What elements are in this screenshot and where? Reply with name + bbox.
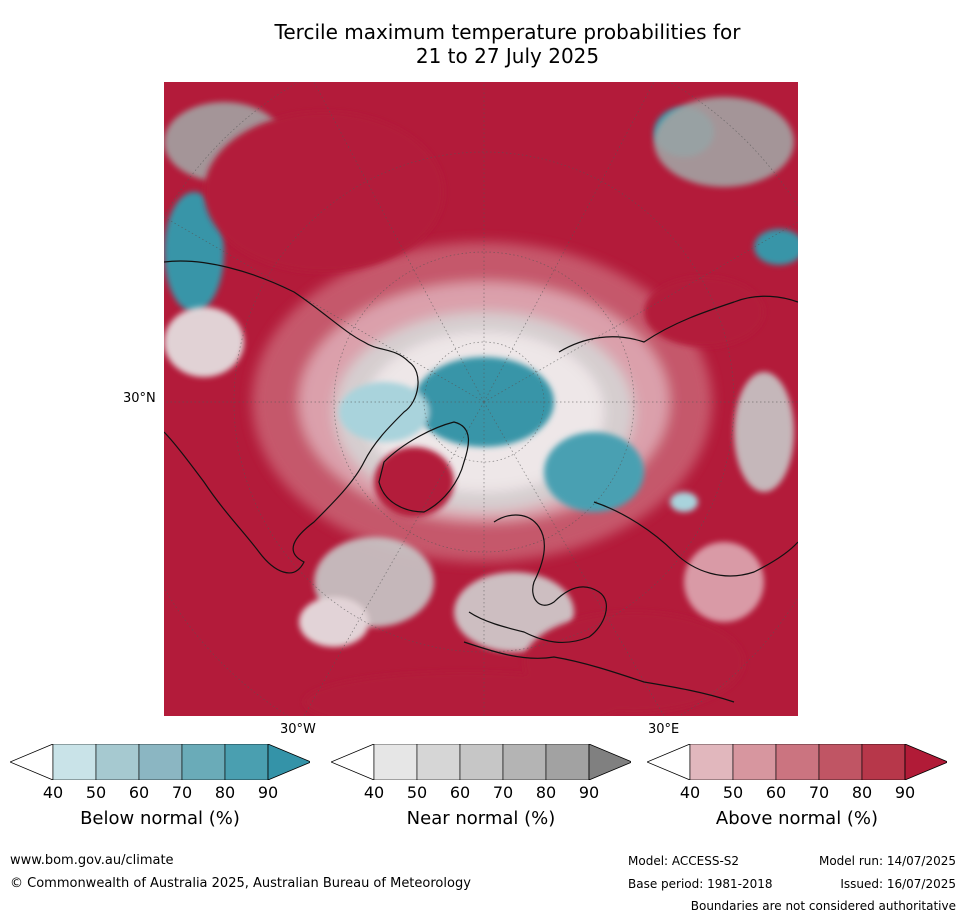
colorbar-near-bin-60 xyxy=(459,744,504,780)
footer-website: www.bom.gov.au/climate xyxy=(10,853,174,868)
colorbar-near-bin-80 xyxy=(545,744,590,780)
map-title: Tercile maximum temperature probabilitie… xyxy=(160,20,855,68)
region-near-europe xyxy=(454,572,574,652)
colorbar-above-extend-low xyxy=(647,744,691,780)
legend-below-tick-60: 60 xyxy=(128,783,150,802)
footer-model-run: Model run: 14/07/2025 xyxy=(818,854,956,868)
footer-disclaimer: Boundaries are not considered authoritat… xyxy=(690,899,956,913)
legend-near-tick-40: 40 xyxy=(363,783,385,802)
coastline-mediterranean xyxy=(463,641,735,703)
legend-above-tick-70: 70 xyxy=(808,783,830,802)
title-line-2: 21 to 27 July 2025 xyxy=(415,44,600,68)
probability-map xyxy=(164,82,798,716)
colorbar-near-bin-50 xyxy=(416,744,461,780)
legend-below-tick-40: 40 xyxy=(42,783,64,802)
region-above-pacific xyxy=(204,112,444,272)
legend-below-tick-80: 80 xyxy=(214,783,236,802)
legend-near-tick-50: 50 xyxy=(406,783,428,802)
region-above-africa xyxy=(304,672,624,716)
legend-near-normal xyxy=(331,744,631,780)
colorbar-near-extend-low xyxy=(331,744,375,780)
colorbar-near-extend-high xyxy=(588,744,631,780)
colorbar-near-bin-40 xyxy=(373,744,418,780)
lon-label-30e: 30°E xyxy=(648,722,680,737)
colorbar-above xyxy=(647,744,947,780)
legend-above-tick-80: 80 xyxy=(851,783,873,802)
region-near-right xyxy=(734,372,794,492)
legend-above-tick-90: 90 xyxy=(894,783,916,802)
footer-model: Model: ACCESS-S2 xyxy=(628,854,740,868)
legend-below-tick-70: 70 xyxy=(171,783,193,802)
colorbar-above-extend-high xyxy=(904,744,947,780)
region-near-atlantic-2 xyxy=(299,597,369,647)
colorbar-above-bin-60 xyxy=(775,744,820,780)
colorbar-above-bin-40 xyxy=(689,744,734,780)
colorbar-above-bin-50 xyxy=(732,744,777,780)
legend-above-tick-50: 50 xyxy=(722,783,744,802)
colorbar-below-bin-70 xyxy=(181,744,226,780)
colorbar-below xyxy=(10,744,310,780)
lat-label-30n: 30°N xyxy=(123,391,156,406)
legend-near-tick-80: 80 xyxy=(535,783,557,802)
colorbar-below-extend-low xyxy=(10,744,54,780)
colorbar-above-bin-70 xyxy=(818,744,863,780)
region-near-topright xyxy=(654,97,794,187)
colorbar-near xyxy=(331,744,631,780)
colorbar-below-extend-high xyxy=(267,744,310,780)
legend-near-tick-90: 90 xyxy=(578,783,600,802)
region-near-left xyxy=(164,307,244,377)
legend-below-normal xyxy=(10,744,310,780)
colorbar-below-bin-60 xyxy=(138,744,183,780)
legend-above-tick-60: 60 xyxy=(765,783,787,802)
legend-below-tick-50: 50 xyxy=(85,783,107,802)
coastline-asia xyxy=(558,295,798,353)
colorbar-below-bin-40 xyxy=(52,744,97,780)
lon-label-30w: 30°W xyxy=(280,722,316,737)
legend-below-title: Below normal (%) xyxy=(80,808,240,829)
legend-above-tick-40: 40 xyxy=(679,783,701,802)
footer-copyright: © Commonwealth of Australia 2025, Austra… xyxy=(10,876,471,891)
region-below-right xyxy=(754,229,798,265)
legend-above-title: Above normal (%) xyxy=(715,808,879,829)
coastline-greenland xyxy=(378,421,469,513)
footer-issued: Issued: 16/07/2025 xyxy=(840,877,956,891)
colorbar-below-bin-50 xyxy=(95,744,140,780)
coastline-asia-south xyxy=(593,501,798,577)
footer-base-period: Base period: 1981-2018 xyxy=(628,877,773,891)
legend-near-title: Near normal (%) xyxy=(406,808,556,829)
legend-near-tick-70: 70 xyxy=(492,783,514,802)
legend-above-normal xyxy=(647,744,947,780)
coastline-europe xyxy=(468,514,607,643)
colorbar-near-bin-70 xyxy=(502,744,547,780)
region-near-mideast xyxy=(684,542,764,622)
colorbar-above-bin-80 xyxy=(861,744,906,780)
title-line-1: Tercile maximum temperature probabilitie… xyxy=(274,20,741,44)
legend-below-tick-90: 90 xyxy=(257,783,279,802)
region-below-scandinavia xyxy=(544,432,644,512)
legend-near-tick-60: 60 xyxy=(449,783,471,802)
colorbar-below-bin-80 xyxy=(224,744,269,780)
region-below-small xyxy=(670,492,698,512)
region-below-canada xyxy=(339,382,429,442)
coastline-north-america xyxy=(164,260,419,574)
region-below-topleft xyxy=(164,192,224,312)
region-above-greenland xyxy=(374,447,454,517)
